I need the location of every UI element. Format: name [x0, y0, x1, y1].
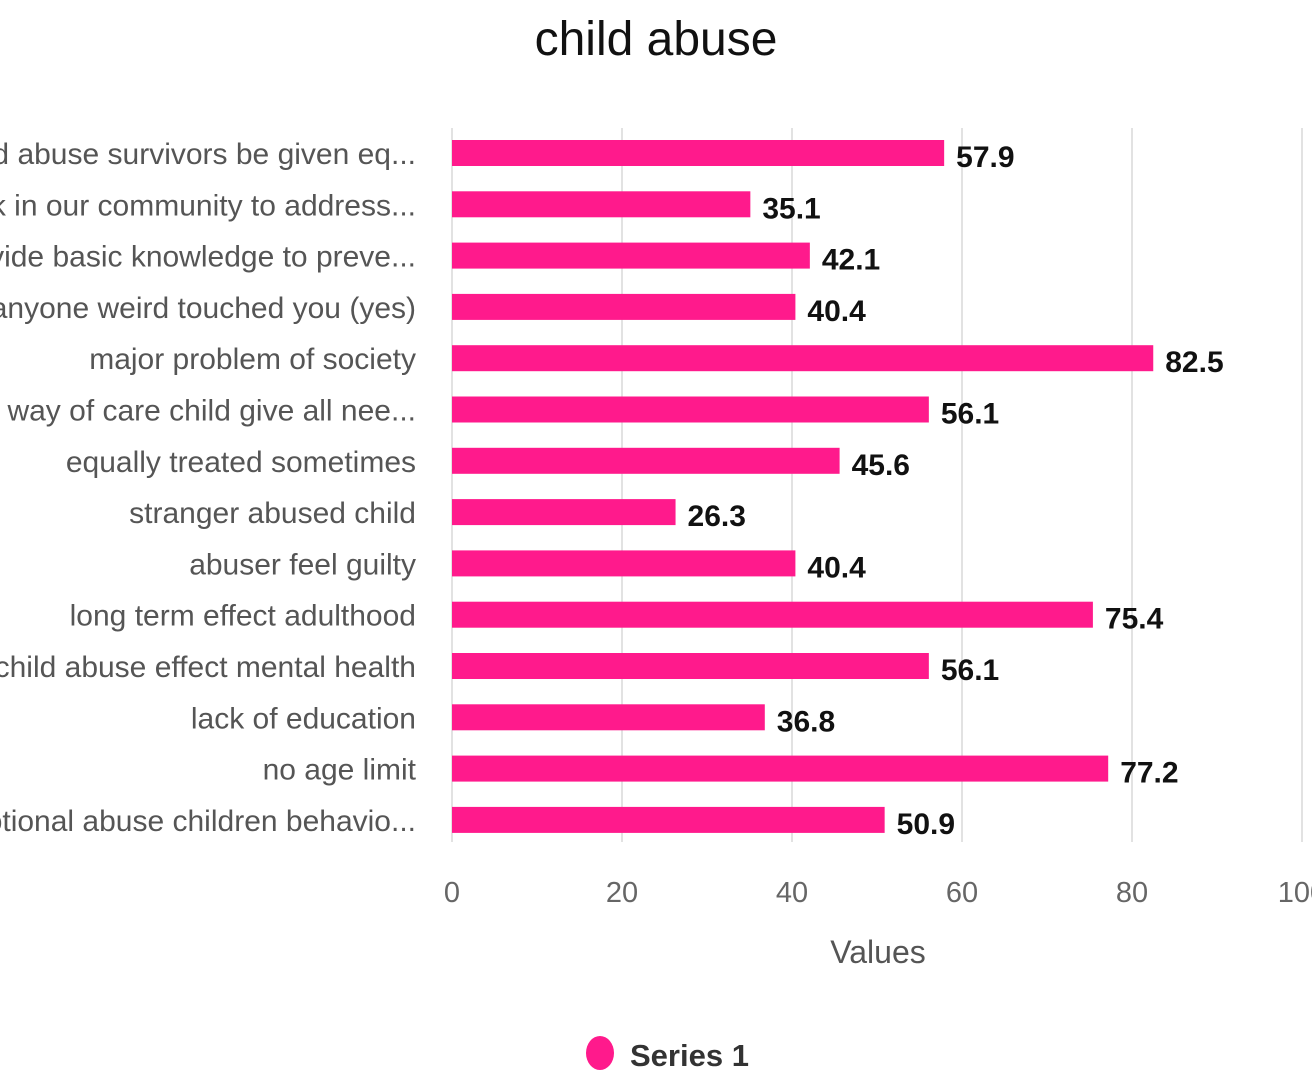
category-label: lack of education: [191, 702, 416, 735]
data-label: 77.2: [1120, 757, 1178, 790]
x-tick-label: 100: [1278, 877, 1312, 909]
category-label: no age limit: [263, 754, 417, 787]
x-axis-title: Values: [830, 934, 925, 970]
category-label: anyone weird touched you (yes): [0, 292, 416, 325]
data-label: 40.4: [807, 295, 866, 328]
gridlines: [451, 128, 1303, 842]
data-label: 75.4: [1105, 603, 1164, 636]
category-label: long term effect adulthood: [70, 600, 416, 633]
category-label: equally treated sometimes: [66, 446, 416, 479]
data-label: 42.1: [822, 244, 880, 277]
y-axis-categories: child abuse survivors be given eq... lack…: [0, 138, 417, 838]
category-label: abuser feel guilty: [189, 548, 416, 581]
bar[interactable]: [452, 345, 1154, 372]
x-tick-label: 40: [776, 877, 808, 909]
bar[interactable]: [452, 806, 885, 833]
data-label: 57.9: [956, 141, 1014, 174]
data-label: 82.5: [1165, 346, 1223, 379]
category-label: stranger abused child: [129, 497, 416, 530]
data-label: 45.6: [852, 449, 910, 482]
bar[interactable]: [452, 601, 1093, 628]
bar[interactable]: [452, 704, 765, 731]
data-label: 56.1: [941, 654, 999, 687]
bar[interactable]: [452, 293, 796, 320]
data-label: 56.1: [941, 398, 999, 431]
data-label: 50.9: [897, 808, 955, 841]
legend-marker-series-1: [586, 1036, 614, 1070]
legend-label-series-1: Series 1: [630, 1038, 749, 1072]
legend[interactable]: Series 1: [586, 1036, 749, 1073]
data-label: 35.1: [762, 192, 820, 225]
bar[interactable]: [452, 140, 945, 166]
category-label: provide basic knowledge to preve...: [0, 241, 416, 274]
x-tick-label: 20: [606, 877, 638, 909]
category-label: emotional abuse children behavio...: [0, 805, 416, 838]
category-label: lack in our community to address...: [0, 189, 416, 222]
bar[interactable]: [452, 447, 840, 474]
bar-series: [452, 140, 1154, 833]
bar[interactable]: [452, 499, 676, 526]
data-label: 26.3: [688, 500, 746, 533]
data-label: 36.8: [777, 705, 835, 738]
x-tick-label: 60: [946, 877, 978, 909]
bar[interactable]: [452, 396, 929, 423]
data-label: 40.4: [807, 551, 866, 584]
x-tick-label: 0: [444, 877, 460, 909]
bar[interactable]: [452, 755, 1109, 782]
chart-title: child abuse: [535, 13, 778, 66]
category-label: child abuse effect mental health: [0, 651, 416, 684]
bar[interactable]: [452, 653, 929, 679]
category-label: best way of care child give all nee...: [0, 395, 416, 428]
x-axis-ticks: 0 20 40 60 80 100: [444, 877, 1312, 909]
category-label: child abuse survivors be given eq...: [0, 138, 416, 171]
bar[interactable]: [452, 550, 796, 577]
bar[interactable]: [452, 242, 810, 269]
bar[interactable]: [452, 191, 751, 218]
data-labels: 57.9 35.142.1 40.4 82.5 56.1 45.6 26.3 40.4 75.4…: [688, 141, 1224, 841]
category-label: major problem of society: [89, 343, 416, 376]
x-tick-label: 80: [1116, 877, 1148, 909]
